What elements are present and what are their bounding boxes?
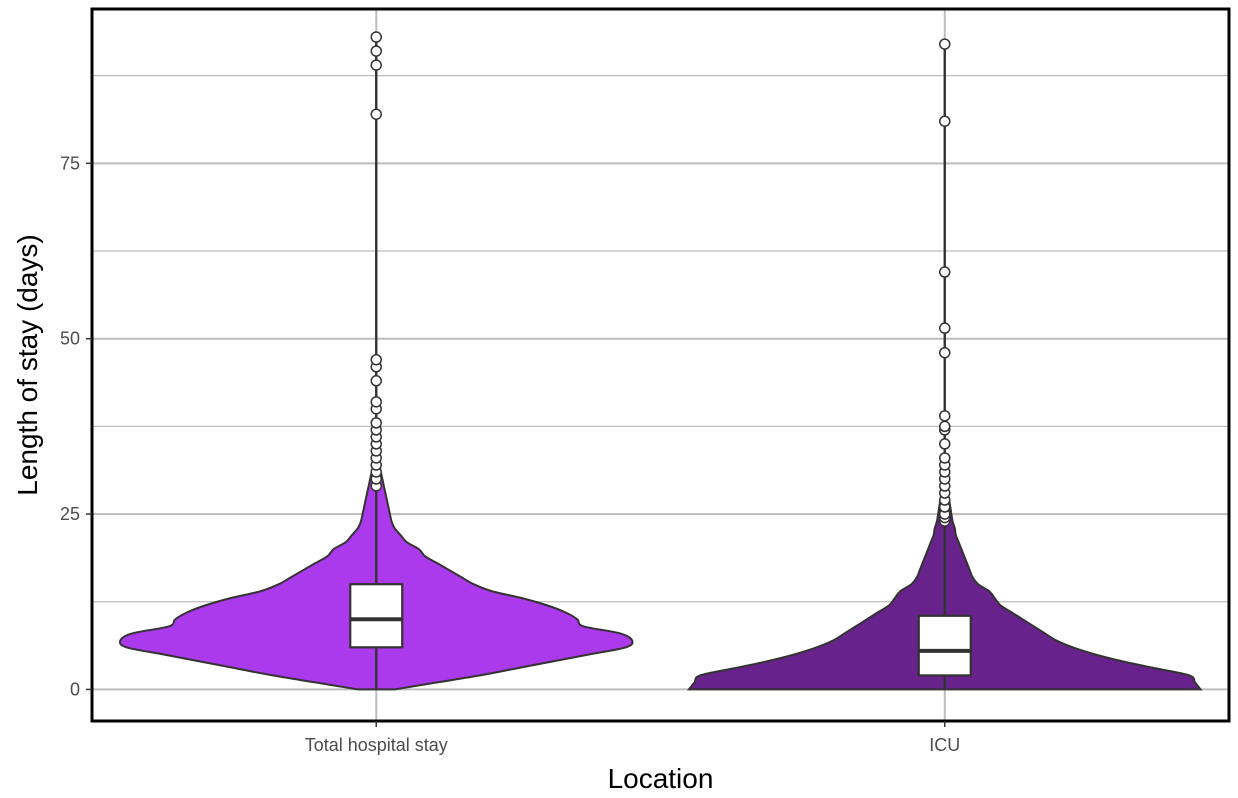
x-axis-title: Location	[608, 763, 714, 794]
y-axis-title: Length of stay (days)	[12, 234, 43, 495]
outlier-point	[939, 452, 951, 464]
outlier-point	[939, 410, 951, 422]
outlier-point	[370, 417, 382, 429]
y-axis-ticks: 0 25 50 75	[60, 153, 92, 699]
y-tick-label: 75	[60, 153, 80, 173]
outlier-point	[370, 375, 382, 387]
outlier-point	[939, 115, 951, 127]
outlier-point	[370, 108, 382, 120]
outlier-point	[370, 396, 382, 408]
y-tick-label: 25	[60, 504, 80, 524]
outlier-layer	[370, 31, 951, 527]
outlier-point	[370, 353, 382, 366]
x-tick-label: ICU	[929, 735, 960, 755]
outlier-point	[370, 59, 382, 71]
x-tick-label: Total hospital stay	[305, 735, 448, 755]
outlier-point	[939, 420, 951, 433]
outlier-point	[370, 45, 382, 57]
y-tick-label: 50	[60, 329, 80, 349]
box	[917, 614, 972, 677]
x-axis-ticks: Total hospital stay ICU	[305, 721, 960, 755]
outlier-point	[939, 346, 951, 359]
outlier-point	[939, 38, 951, 50]
outlier-point	[939, 322, 951, 334]
violin-layer	[118, 450, 1203, 691]
y-tick-label: 0	[70, 679, 80, 699]
panel-border	[90, 7, 1231, 723]
box	[349, 583, 404, 649]
outlier-point	[370, 31, 382, 43]
outlier-point	[939, 438, 951, 450]
outlier-point	[939, 266, 951, 278]
